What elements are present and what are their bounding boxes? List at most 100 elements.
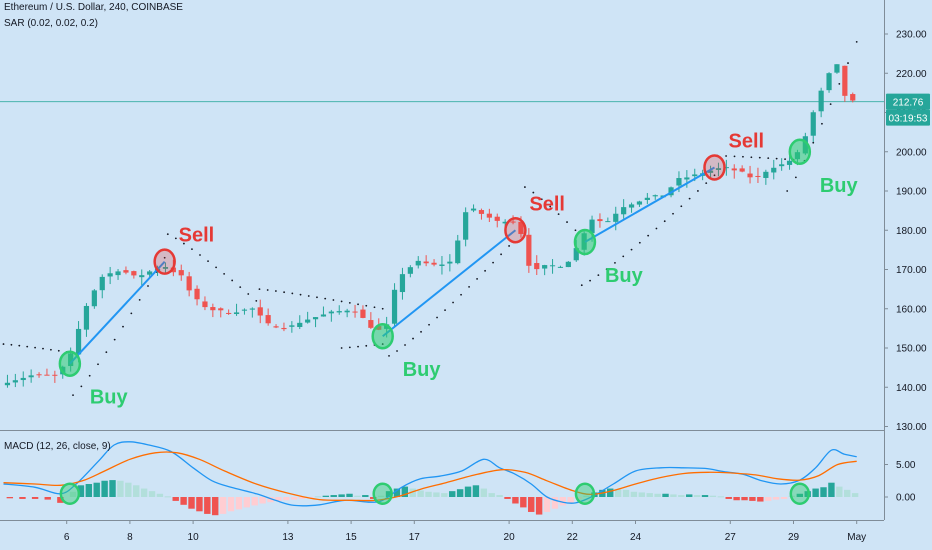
- macd-histogram-bar: [449, 491, 456, 497]
- candle-body: [107, 273, 113, 277]
- sar-dot: [508, 245, 510, 247]
- macd-histogram-bar: [235, 497, 243, 510]
- candle-body: [423, 261, 429, 264]
- sar-dot: [130, 312, 133, 315]
- candle-body: [755, 175, 761, 177]
- sar-dot: [88, 374, 91, 377]
- sell-label: Sell: [529, 193, 565, 215]
- macd-histogram-bar: [551, 497, 559, 509]
- candle-body: [676, 178, 682, 186]
- macd-histogram-bar: [291, 497, 298, 500]
- sar-dot: [452, 301, 454, 304]
- macd-histogram-bar: [701, 495, 709, 497]
- candle-body: [352, 311, 358, 313]
- sell-signal-marker: [153, 248, 176, 275]
- sar-dot: [733, 155, 736, 158]
- sar-dot: [97, 363, 99, 366]
- sar-dot: [223, 272, 226, 275]
- countdown-box: [886, 109, 930, 126]
- macd-histogram-bar: [670, 494, 677, 497]
- sar-dot: [147, 285, 149, 287]
- sar-dot: [794, 176, 797, 179]
- sar-dot: [574, 229, 577, 232]
- sar-dot: [396, 350, 398, 352]
- sar-dot: [258, 288, 261, 291]
- macd-histogram-bar: [749, 497, 756, 501]
- macd-histogram-bar: [69, 491, 77, 497]
- sar-dot: [332, 299, 335, 301]
- candle-body: [779, 164, 785, 167]
- candle-body: [162, 267, 169, 269]
- macd-histogram-bar: [267, 497, 274, 503]
- sar-dot: [557, 213, 560, 216]
- price-axis-label: 130.00: [896, 422, 927, 433]
- macd-histogram-bar: [393, 488, 401, 497]
- candle-body: [447, 261, 453, 264]
- candle-body: [573, 248, 579, 261]
- buy-signal-marker: [371, 322, 394, 350]
- macd-histogram-bar: [622, 489, 630, 497]
- macd-histogram-bar: [543, 497, 551, 512]
- sar-dot: [166, 233, 169, 236]
- macd-histogram-bar: [607, 488, 614, 497]
- sar-dot: [26, 345, 29, 348]
- candle-body: [210, 307, 216, 311]
- sar-dot: [2, 343, 5, 345]
- candle-body: [20, 377, 26, 381]
- sar-dot: [183, 242, 185, 245]
- time-axis-label: 15: [346, 532, 358, 543]
- sar-dot: [436, 316, 438, 319]
- macd-histogram-bar: [464, 486, 472, 497]
- sell-label: Sell: [179, 225, 215, 247]
- macd-histogram-bar: [654, 493, 661, 497]
- macd-histogram-bar: [19, 497, 26, 499]
- candle-body: [305, 319, 311, 323]
- sell-signal-marker: [703, 154, 726, 181]
- macd-histogram-bar: [156, 493, 164, 497]
- sar-dot: [199, 254, 201, 256]
- candle-body: [194, 288, 200, 300]
- sar-dot: [532, 191, 535, 194]
- candle-body: [763, 171, 769, 178]
- sar-dot: [622, 255, 625, 258]
- sar-dot: [672, 212, 674, 215]
- candle-body: [589, 219, 595, 234]
- sar-dot: [460, 293, 462, 296]
- sar-dot: [316, 296, 318, 299]
- candle-body: [4, 382, 11, 386]
- symbol-title: Ethereum / U.S. Dollar, 240, COINBASE: [4, 2, 183, 13]
- price-tag: 212.76 03:19:53: [886, 93, 930, 126]
- macd-histogram-bar: [204, 497, 211, 514]
- sar-dot: [655, 227, 658, 230]
- candle-body: [494, 216, 500, 221]
- candle-body: [747, 173, 753, 178]
- candle-body: [178, 270, 184, 276]
- candle-body: [52, 374, 58, 376]
- candle-body: [75, 328, 82, 355]
- macd-cross-marker: [372, 482, 393, 505]
- macd-histogram-bar: [820, 487, 827, 497]
- candle-body: [218, 308, 224, 311]
- candle-body: [565, 261, 571, 268]
- sar-dot: [705, 182, 708, 185]
- candle-body: [336, 311, 342, 313]
- price-axis-label: 180.00: [896, 226, 927, 237]
- candle-body: [273, 326, 279, 328]
- macd-histogram-bar: [346, 493, 353, 497]
- macd-histogram-bar: [796, 493, 804, 497]
- sar-dot: [767, 157, 770, 160]
- sell-label: Sell: [729, 130, 765, 152]
- sar-dot: [476, 278, 478, 280]
- candle-body: [526, 234, 532, 266]
- price-axis-label: 190.00: [896, 187, 927, 198]
- sar-dot: [348, 346, 351, 349]
- sar-dot: [247, 293, 250, 295]
- candle-body: [478, 210, 485, 214]
- macd-histogram-bar: [148, 491, 156, 497]
- time-axis-label: 20: [504, 532, 516, 543]
- sar-dot: [647, 234, 650, 237]
- time-axis-label: 6: [64, 532, 70, 543]
- macd-histogram-bar: [117, 480, 124, 497]
- sar-dot: [404, 344, 406, 346]
